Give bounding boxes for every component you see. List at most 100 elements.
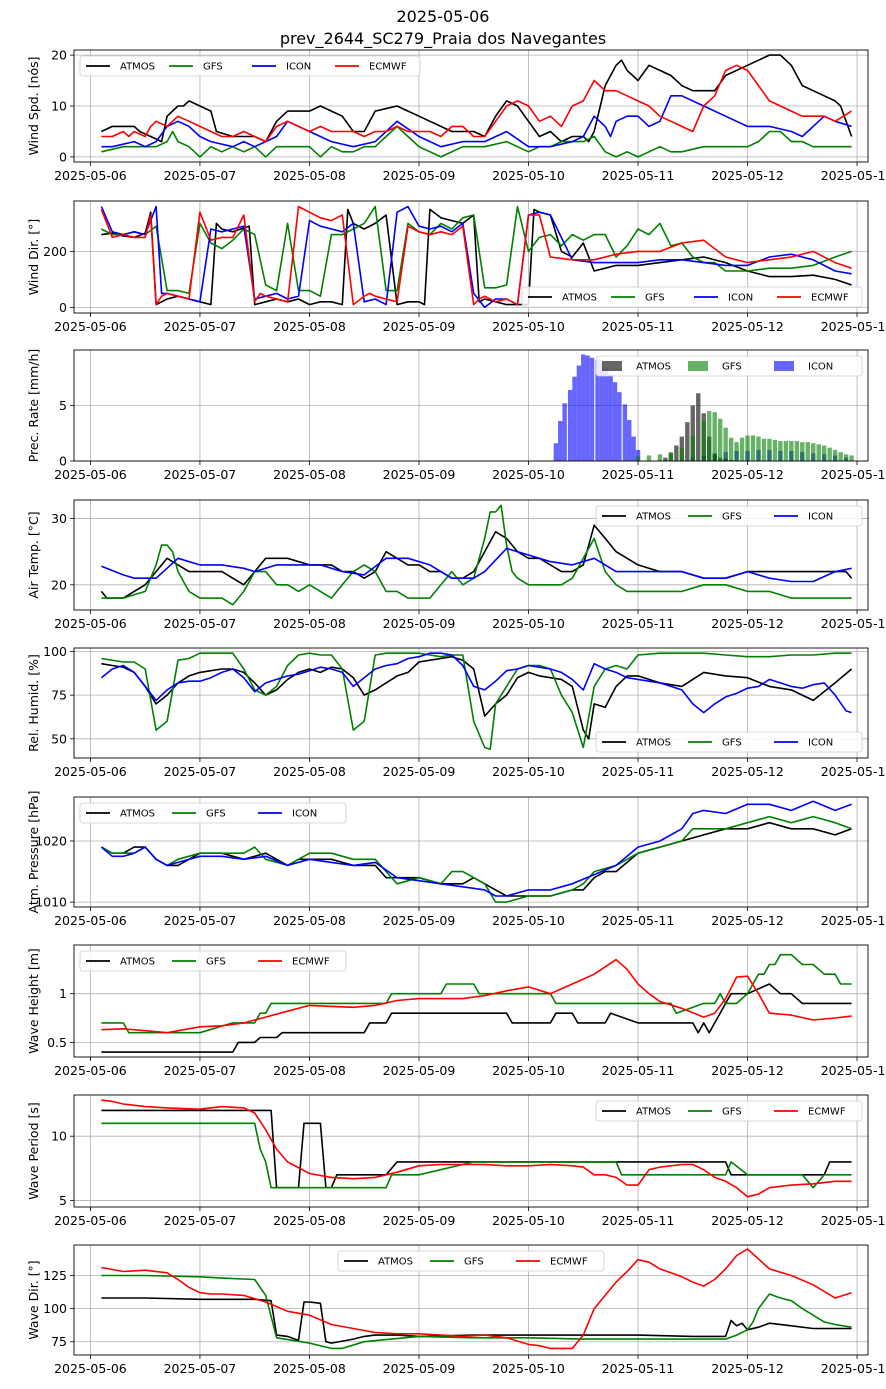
figure-title-date: 2025-05-06 (396, 7, 490, 26)
legend: ATMOS GFS ECMWF (337, 1250, 605, 1272)
legend: ATMOS GFS ICON (595, 731, 863, 753)
x-tick-label: 2025-05-09 (383, 1361, 456, 1376)
x-tick-label: 2025-05-13 (821, 319, 886, 334)
y-tick-label: 10 (51, 99, 67, 114)
series-line-ecmwf (100, 205, 852, 306)
x-tick-label: 2025-05-11 (602, 467, 675, 482)
x-tick-label: 2025-05-13 (821, 467, 886, 482)
bar-gfs (783, 441, 789, 461)
chart-panel-5: 2025-05-06 2025-05-07 2025-05-08 2025-05-09… (26, 644, 886, 779)
y-tick-label: 50 (51, 731, 67, 746)
y-tick-label: 125 (43, 1268, 67, 1283)
bar-icon (595, 359, 600, 461)
legend-label-icon: ICON (292, 809, 317, 820)
bar-gfs (816, 444, 821, 461)
bar-icon (567, 389, 573, 461)
legend-label-atmos: ATMOS (636, 738, 671, 749)
x-tick-label: 2025-05-11 (602, 764, 675, 779)
legend-label-gfs: GFS (722, 362, 742, 373)
legend-label-atmos: ATMOS (562, 293, 597, 304)
y-tick-label: 0.5 (47, 1035, 67, 1050)
y-tick-label: 0 (59, 300, 67, 315)
series-line-gfs (101, 1274, 852, 1350)
legend-label-gfs: GFS (722, 738, 742, 749)
axes-frame (73, 796, 869, 908)
bar-icon (608, 374, 613, 461)
x-tick-label: 2025-05-12 (711, 913, 784, 928)
bar-gfs (635, 456, 641, 461)
series-line-atmos (101, 1297, 852, 1344)
x-tick-label: 2025-05-12 (711, 467, 784, 482)
legend-label-gfs: GFS (464, 1257, 484, 1268)
x-tick-label: 2025-05-07 (164, 913, 237, 928)
x-tick-label: 2025-05-10 (492, 1361, 565, 1376)
x-tick-label: 2025-05-06 (54, 467, 127, 482)
axes-frame (73, 499, 869, 611)
legend-box (595, 731, 863, 753)
y-tick-label: 20 (51, 577, 67, 592)
legend-label-gfs: GFS (206, 957, 226, 968)
chart-panel-7: 2025-05-06 2025-05-07 2025-05-08 2025-05-09… (26, 944, 886, 1078)
y-tick-label: 100 (43, 644, 67, 659)
legend-label-gfs: GFS (203, 62, 223, 73)
bar-icon (635, 449, 641, 461)
bar-atmos (685, 422, 690, 461)
bar-gfs (701, 421, 706, 461)
legend-swatch-icon (774, 361, 794, 371)
legend: ATMOS GFS ICON ECMWF (79, 55, 421, 77)
x-tick-label: 2025-05-10 (492, 1063, 565, 1078)
series-line-icon (101, 547, 852, 583)
y-axis-label: Wave Period [s] (26, 1102, 41, 1200)
y-axis-label: Wind Spd. [nós] (26, 57, 41, 156)
y-tick-label: 5 (59, 1193, 67, 1208)
figure-title-station: prev_2644_SC279_Praia dos Navegantes (279, 29, 607, 48)
x-tick-label: 2025-05-06 (54, 764, 127, 779)
legend-label-gfs: GFS (206, 809, 226, 820)
data-layer (553, 354, 854, 461)
chart-panel-8: 2025-05-06 2025-05-07 2025-05-08 2025-05-09… (26, 1094, 886, 1228)
bar-gfs (679, 447, 685, 461)
x-tick-label: 2025-05-13 (821, 1063, 886, 1078)
data-layer (101, 1099, 852, 1198)
y-tick-label: 75 (51, 688, 67, 703)
legend-box (79, 802, 347, 824)
chart-panel-1: 2025-05-06 2025-05-07 2025-05-08 2025-05-09… (26, 48, 886, 183)
bar-icon (612, 382, 618, 461)
legend-label-atmos: ATMOS (378, 1257, 413, 1268)
legend-label-icon: ICON (808, 738, 833, 749)
legend-box (595, 505, 863, 527)
y-tick-label: 75 (51, 1334, 67, 1349)
x-tick-label: 2025-05-06 (54, 1361, 127, 1376)
x-tick-label: 2025-05-12 (711, 1361, 784, 1376)
x-tick-label: 2025-05-10 (492, 616, 565, 631)
legend-box (595, 1100, 863, 1122)
x-tick-label: 2025-05-12 (711, 168, 784, 183)
series-line-icon (100, 205, 852, 309)
legend-label-atmos: ATMOS (636, 512, 671, 523)
bar-icon (617, 392, 622, 461)
bar-gfs (822, 445, 827, 461)
bar-gfs (800, 442, 805, 461)
x-tick-label: 2025-05-09 (383, 467, 456, 482)
y-tick-label: 200 (43, 244, 67, 259)
legend-label-gfs: GFS (722, 1107, 742, 1118)
series-line-atmos (101, 655, 853, 740)
bar-icon (572, 376, 577, 461)
bar-gfs (723, 427, 728, 461)
bar-atmos (663, 457, 668, 461)
series-line-gfs (101, 815, 852, 903)
bar-atmos (696, 393, 701, 461)
bar-gfs (707, 411, 712, 461)
series-line-gfs (101, 652, 852, 751)
x-tick-label: 2025-05-11 (602, 1063, 675, 1078)
bar-icon (553, 443, 559, 461)
x-tick-label: 2025-05-08 (273, 616, 346, 631)
x-tick-label: 2025-05-11 (602, 913, 675, 928)
bar-gfs (717, 418, 723, 461)
bar-gfs (843, 454, 849, 461)
bar-icon (576, 365, 582, 461)
series-line-ecmwf (101, 64, 853, 143)
x-tick-label: 2025-05-09 (383, 913, 456, 928)
x-tick-label: 2025-05-07 (164, 1213, 237, 1228)
axes-frame (73, 1094, 869, 1208)
